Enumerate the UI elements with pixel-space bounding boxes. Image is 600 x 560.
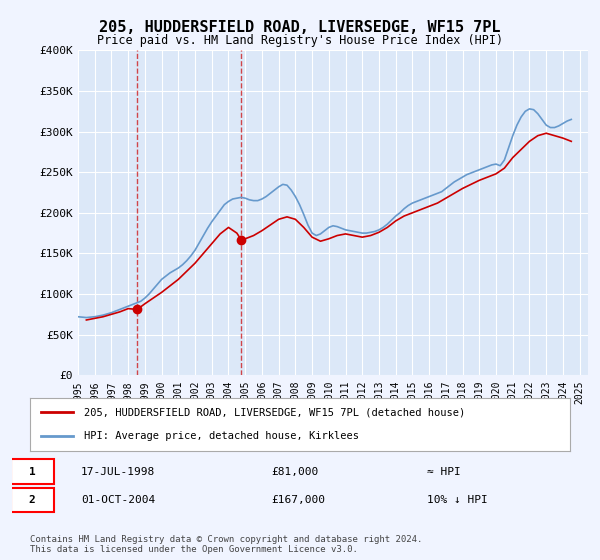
Text: 2: 2 (29, 495, 35, 505)
FancyBboxPatch shape (11, 488, 54, 512)
Text: Contains HM Land Registry data © Crown copyright and database right 2024.
This d: Contains HM Land Registry data © Crown c… (30, 535, 422, 554)
Text: Price paid vs. HM Land Registry's House Price Index (HPI): Price paid vs. HM Land Registry's House … (97, 34, 503, 46)
Text: £81,000: £81,000 (271, 466, 319, 477)
Text: £167,000: £167,000 (271, 495, 325, 505)
Text: HPI: Average price, detached house, Kirklees: HPI: Average price, detached house, Kirk… (84, 431, 359, 441)
Text: 17-JUL-1998: 17-JUL-1998 (81, 466, 155, 477)
Text: ≈ HPI: ≈ HPI (427, 466, 460, 477)
Text: 1: 1 (29, 466, 35, 477)
Text: 205, HUDDERSFIELD ROAD, LIVERSEDGE, WF15 7PL: 205, HUDDERSFIELD ROAD, LIVERSEDGE, WF15… (99, 20, 501, 35)
Text: 10% ↓ HPI: 10% ↓ HPI (427, 495, 487, 505)
Text: 01-OCT-2004: 01-OCT-2004 (81, 495, 155, 505)
Text: 205, HUDDERSFIELD ROAD, LIVERSEDGE, WF15 7PL (detached house): 205, HUDDERSFIELD ROAD, LIVERSEDGE, WF15… (84, 408, 465, 418)
FancyBboxPatch shape (11, 459, 54, 484)
